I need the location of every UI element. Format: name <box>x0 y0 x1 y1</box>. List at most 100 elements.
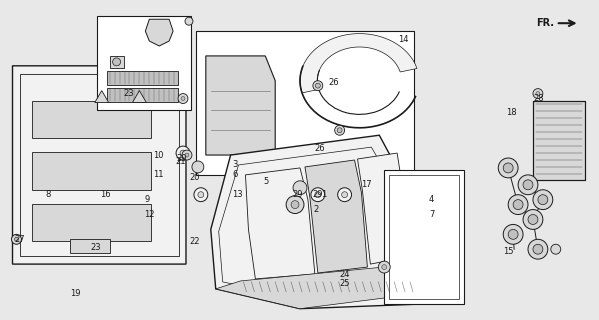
Circle shape <box>178 93 188 103</box>
Bar <box>533 100 585 180</box>
Circle shape <box>338 188 352 202</box>
Circle shape <box>538 195 548 204</box>
Circle shape <box>379 261 390 273</box>
Bar <box>70 239 110 253</box>
Bar <box>110 56 123 68</box>
Text: 1: 1 <box>321 190 326 199</box>
Text: 28: 28 <box>533 94 543 103</box>
Polygon shape <box>13 66 186 264</box>
Text: 13: 13 <box>232 190 243 199</box>
Text: 25: 25 <box>340 279 350 288</box>
Text: 27: 27 <box>14 235 25 244</box>
Text: 16: 16 <box>100 190 110 199</box>
Text: 29: 29 <box>312 190 322 199</box>
Circle shape <box>180 150 186 156</box>
Circle shape <box>382 265 387 269</box>
Circle shape <box>176 146 190 160</box>
Circle shape <box>14 237 19 241</box>
Polygon shape <box>206 56 275 155</box>
Text: 12: 12 <box>144 210 155 219</box>
Circle shape <box>194 188 208 202</box>
Circle shape <box>313 81 323 91</box>
Text: 23: 23 <box>123 89 134 98</box>
Circle shape <box>513 200 523 210</box>
Circle shape <box>503 224 523 244</box>
Circle shape <box>182 150 192 160</box>
Circle shape <box>181 97 185 100</box>
Circle shape <box>286 196 304 213</box>
Circle shape <box>311 188 325 202</box>
Bar <box>555 160 573 172</box>
Circle shape <box>536 92 540 96</box>
Circle shape <box>185 153 189 157</box>
Circle shape <box>528 214 538 224</box>
Text: 5: 5 <box>264 177 268 186</box>
Circle shape <box>11 234 22 244</box>
Polygon shape <box>358 153 407 264</box>
Text: 22: 22 <box>189 237 199 246</box>
Circle shape <box>508 195 528 214</box>
Polygon shape <box>305 160 367 273</box>
Text: 9: 9 <box>144 195 150 204</box>
Text: 26: 26 <box>315 144 325 153</box>
Text: 17: 17 <box>361 180 372 189</box>
Text: FR.: FR. <box>536 18 553 28</box>
Circle shape <box>498 158 518 178</box>
Circle shape <box>315 83 320 88</box>
Circle shape <box>528 239 548 259</box>
Polygon shape <box>216 264 417 309</box>
Circle shape <box>533 244 543 254</box>
Circle shape <box>337 128 342 133</box>
Circle shape <box>315 192 321 198</box>
Circle shape <box>533 89 543 99</box>
Circle shape <box>198 192 204 198</box>
Polygon shape <box>300 34 417 93</box>
Bar <box>553 143 571 155</box>
Text: 8: 8 <box>46 190 50 199</box>
Text: 3: 3 <box>232 160 238 170</box>
Bar <box>107 71 178 85</box>
Text: 4: 4 <box>429 195 434 204</box>
Text: 29: 29 <box>176 154 186 163</box>
Bar <box>32 152 152 190</box>
Text: 11: 11 <box>153 170 164 180</box>
Circle shape <box>523 180 533 190</box>
Text: 14: 14 <box>398 35 409 44</box>
Text: 2: 2 <box>314 205 319 214</box>
Circle shape <box>523 210 543 229</box>
Text: 18: 18 <box>506 108 517 117</box>
Text: 26: 26 <box>329 78 340 87</box>
Circle shape <box>503 163 513 173</box>
Circle shape <box>192 161 204 173</box>
Text: 21: 21 <box>175 157 186 166</box>
Text: 24: 24 <box>340 269 350 278</box>
Text: 20: 20 <box>189 173 199 182</box>
Circle shape <box>551 244 561 254</box>
Polygon shape <box>146 19 173 46</box>
Text: 15: 15 <box>503 247 514 256</box>
Polygon shape <box>97 16 191 110</box>
Circle shape <box>508 229 518 239</box>
Text: 23: 23 <box>91 243 101 252</box>
Polygon shape <box>211 135 429 309</box>
Polygon shape <box>132 91 146 102</box>
Text: 7: 7 <box>429 210 434 219</box>
Circle shape <box>113 58 120 66</box>
Bar <box>32 204 152 241</box>
Circle shape <box>291 201 299 209</box>
Bar <box>389 175 459 299</box>
Circle shape <box>518 175 538 195</box>
Circle shape <box>293 181 307 195</box>
Polygon shape <box>384 170 464 304</box>
Bar <box>533 100 585 180</box>
Circle shape <box>185 17 193 25</box>
Bar <box>107 88 178 101</box>
Circle shape <box>341 192 347 198</box>
Polygon shape <box>95 91 108 102</box>
Text: 19: 19 <box>70 289 80 298</box>
Text: 6: 6 <box>232 170 238 180</box>
Circle shape <box>533 190 553 210</box>
Text: 29: 29 <box>292 190 302 199</box>
Polygon shape <box>246 168 315 279</box>
Circle shape <box>335 125 344 135</box>
